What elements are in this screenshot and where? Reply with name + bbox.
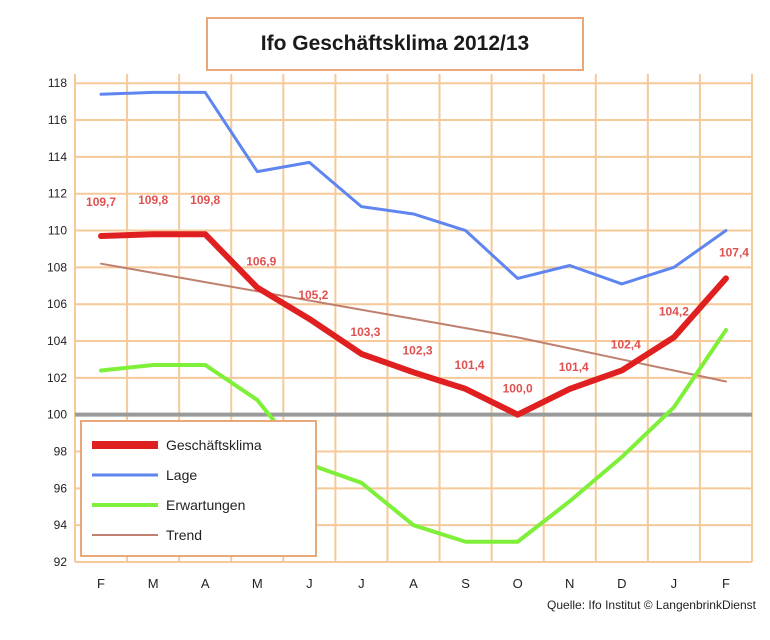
y-tick-label: 96 (54, 481, 68, 495)
y-tick-labels: 92 94 96 98 100 102 104 106 108 110 112 114 116 118 (47, 76, 67, 569)
series-trend-line (100, 262, 727, 383)
data-label: 107,4 (719, 245, 749, 259)
series-lines (98, 90, 729, 544)
y-tick-label: 106 (47, 297, 67, 311)
x-tick-label: N (565, 576, 574, 591)
data-label: 105,2 (298, 288, 328, 302)
y-tick-label: 118 (48, 76, 67, 90)
y-tick-label: 98 (54, 445, 68, 459)
data-label: 104,2 (659, 304, 689, 318)
data-labels: 109,7 109,8 109,8 106,9 105,2 103,3 102,3 101,4… (86, 193, 749, 395)
legend-label: Erwartungen (166, 497, 246, 513)
source-note: Quelle: Ifo Institut © LangenbrinkDienst (547, 598, 756, 612)
legend-swatch-lage (92, 473, 158, 477)
y-tick-label: 94 (54, 518, 68, 532)
data-label: 109,8 (138, 193, 168, 207)
data-label: 109,8 (190, 193, 220, 207)
x-tick-label: M (148, 576, 159, 591)
legend-label: Trend (166, 527, 203, 543)
series-lage-line (99, 90, 728, 286)
x-tick-label: J (358, 576, 365, 591)
chart-title: Ifo Geschäftsklima 2012/13 (206, 17, 584, 71)
data-label: 103,3 (350, 325, 380, 339)
legend-item-erwartungen: Erwartungen (92, 490, 305, 520)
series-geschaeftsklima-line (98, 231, 729, 418)
legend-label: Geschäftsklima (166, 437, 262, 453)
data-label: 101,4 (455, 358, 485, 372)
data-label: 102,4 (611, 337, 641, 351)
y-tick-label: 110 (48, 224, 67, 238)
legend-item-geschaeftsklima: Geschäftsklima (92, 430, 305, 460)
y-tick-label: 92 (54, 555, 68, 569)
y-tick-label: 116 (48, 113, 67, 127)
legend-label: Lage (166, 467, 198, 483)
x-tick-label: S (461, 576, 470, 591)
y-tick-label: 100 (47, 408, 67, 422)
data-label: 102,3 (402, 343, 432, 357)
y-tick-label: 104 (47, 334, 67, 348)
x-tick-label: M (252, 576, 263, 591)
x-tick-label: J (306, 576, 313, 591)
y-tick-label: 112 (48, 187, 67, 201)
legend-swatch-geschaeftsklima (92, 441, 158, 449)
y-tick-label: 102 (47, 371, 67, 385)
x-tick-label: F (97, 576, 105, 591)
y-tick-label: 108 (47, 260, 67, 274)
x-tick-label: A (201, 576, 210, 591)
data-label: 109,7 (86, 195, 116, 209)
x-tick-label: O (513, 576, 523, 591)
series-erwartungen-line (99, 327, 728, 544)
legend-swatch-trend (92, 534, 158, 536)
legend: Geschäftsklima Lage Erwartungen Trend (80, 420, 317, 557)
x-tick-label: A (409, 576, 418, 591)
y-tick-label: 114 (48, 150, 67, 164)
legend-item-trend: Trend (92, 520, 305, 550)
data-label: 101,4 (559, 360, 589, 374)
x-tick-label: J (671, 576, 678, 591)
data-label: 100,0 (503, 382, 533, 396)
grid (74, 74, 753, 563)
legend-item-lage: Lage (92, 460, 305, 490)
x-tick-label: D (617, 576, 626, 591)
data-label: 106,9 (246, 255, 276, 269)
legend-swatch-erwartungen (92, 503, 158, 507)
x-tick-label: F (722, 576, 730, 591)
